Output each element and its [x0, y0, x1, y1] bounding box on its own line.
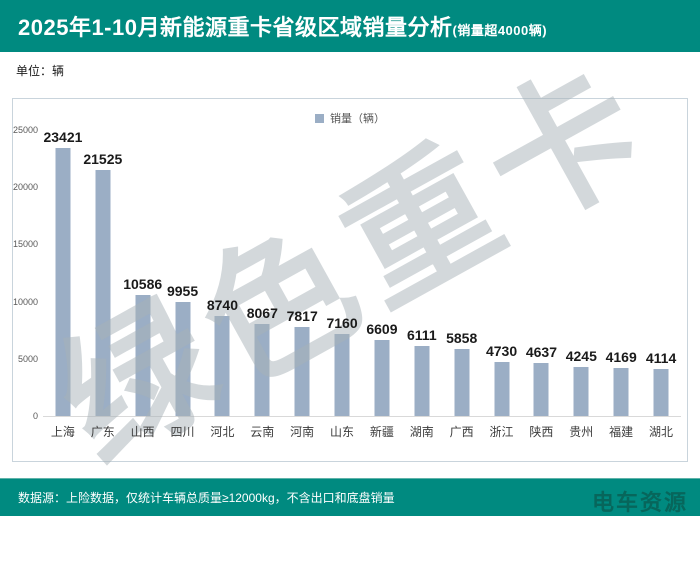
bar-value-label: 23421 — [43, 129, 83, 146]
y-tick-label: 25000 — [12, 125, 38, 135]
bar — [494, 361, 510, 416]
category-label: 新疆 — [369, 425, 394, 439]
bar — [55, 148, 71, 416]
data-source-note: 数据源：上险数据，仅统计车辆总质量≥12000kg，不含出口和底盘销量 — [18, 491, 395, 505]
y-tick-label: 5000 — [17, 353, 38, 364]
bar-value-label: 5858 — [446, 330, 478, 346]
bar-value-label: 7817 — [286, 307, 318, 324]
bar-column: 5858 — [442, 130, 482, 416]
category-label: 河北 — [210, 425, 235, 439]
bar-value-label: 4245 — [565, 348, 597, 365]
category-label: 浙江 — [489, 425, 514, 439]
legend-swatch-icon — [315, 113, 324, 123]
site-logo: 电车资源 — [591, 490, 688, 515]
bar — [414, 346, 430, 416]
bar — [573, 367, 589, 416]
bar-value-label: 4730 — [485, 342, 518, 359]
bar — [175, 302, 191, 416]
bar-value-label: 4169 — [605, 349, 637, 366]
bar — [454, 349, 470, 416]
bar — [374, 340, 390, 416]
page-title-suffix: (销量超4000辆) — [452, 23, 548, 38]
bar-column: 7817 — [282, 130, 322, 416]
bar-column: 4730 — [482, 130, 522, 416]
category-label: 湖南 — [409, 425, 434, 439]
category-label: 湖北 — [649, 425, 674, 439]
bar-value-label: 6609 — [366, 321, 398, 338]
category-label: 广西 — [449, 425, 474, 439]
bar-column: 6111 — [402, 130, 442, 416]
bar — [254, 323, 270, 416]
footer-bar: 数据源：上险数据，仅统计车辆总质量≥12000kg，不含出口和底盘销量 电车资源 — [0, 478, 700, 516]
category-label: 河南 — [290, 425, 315, 439]
y-tick-label: 15000 — [12, 239, 38, 250]
bar-value-label: 8740 — [206, 297, 239, 314]
bar-value-label: 6111 — [407, 327, 437, 344]
bar-value-label: 4114 — [645, 349, 677, 366]
x-axis-labels: 上海 广东 山西 四川 河北 云南 河南 山东 新疆 湖南 广西 浙江 陕西 贵州 福建 湖北 — [43, 423, 681, 440]
bar-value-label: 10586 — [123, 275, 163, 292]
category-label: 山西 — [130, 425, 155, 439]
bar-value-label: 4637 — [525, 343, 558, 360]
bar-column: 10586 — [123, 130, 163, 416]
y-tick-label: 0 — [32, 411, 38, 421]
chart-container: 销量（辆） 0 5000 10000 15000 20000 25000 23421 215… — [12, 98, 688, 462]
bar — [334, 334, 350, 416]
bar — [294, 326, 310, 416]
bar — [653, 368, 669, 416]
category-label: 山东 — [330, 425, 355, 439]
category-label: 贵州 — [569, 425, 594, 439]
bar — [135, 294, 151, 416]
bar-column: 4169 — [601, 130, 641, 416]
x-axis-line — [43, 416, 681, 417]
bar-column: 21525 — [83, 130, 123, 416]
category-label: 上海 — [50, 425, 75, 439]
bar-column: 8740 — [203, 130, 243, 416]
bar — [95, 169, 111, 416]
page-title: 2025年1-10月新能源重卡省级区域销量分析(销量超4000辆) — [18, 10, 547, 42]
bar-column: 9955 — [163, 130, 203, 416]
title-bar: 2025年1-10月新能源重卡省级区域销量分析(销量超4000辆) — [0, 0, 700, 52]
bar-column: 23421 — [43, 129, 83, 416]
y-tick-label: 10000 — [12, 296, 38, 307]
bar-column: 6609 — [362, 130, 402, 416]
bar-value-label: 21525 — [83, 150, 123, 167]
bar-column: 4637 — [522, 130, 562, 416]
legend-label: 销量（辆） — [330, 113, 385, 125]
category-label: 云南 — [250, 425, 275, 439]
bar — [214, 316, 230, 416]
category-label: 四川 — [170, 425, 195, 439]
unit-label: 单位：辆 — [16, 64, 65, 78]
bar-value-label: 9955 — [166, 283, 199, 300]
page-title-text: 2025年1-10月新能源重卡省级区域销量分析 — [18, 15, 453, 40]
chart-legend: 销量（辆） — [13, 110, 687, 126]
bar — [613, 368, 629, 416]
y-tick-label: 20000 — [12, 182, 38, 193]
category-label: 陕西 — [529, 425, 554, 439]
bar-value-label: 8067 — [246, 304, 278, 321]
bar — [533, 362, 549, 416]
bar-value-label: 7160 — [326, 315, 358, 332]
category-label: 广东 — [90, 425, 115, 439]
y-axis: 0 5000 10000 15000 20000 25000 — [12, 125, 41, 421]
plot-area: 23421 21525 10586 9955 8740 8067 7817 7160 6609 6… — [43, 129, 681, 416]
bar-column: 8067 — [242, 130, 282, 416]
bar-column: 4245 — [561, 130, 601, 416]
category-label: 福建 — [609, 425, 634, 439]
bar-column: 4114 — [641, 130, 681, 416]
bar-column: 7160 — [322, 130, 362, 416]
